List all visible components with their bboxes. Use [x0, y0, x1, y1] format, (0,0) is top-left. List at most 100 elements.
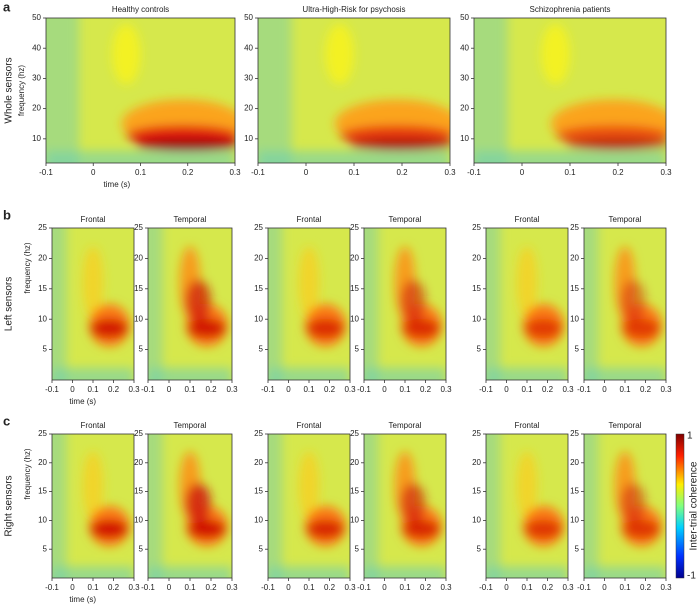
y-tick-label: 15	[472, 284, 481, 293]
heatmap	[258, 18, 450, 163]
y-tick-label: 25	[134, 223, 143, 232]
x-tick-label: 0.2	[612, 168, 624, 177]
y-tick-label: 10	[254, 516, 263, 525]
low-band	[584, 566, 666, 578]
x-tick-label: 0.3	[660, 583, 672, 592]
panel-letter: c	[3, 413, 10, 428]
y-tick-label: 20	[134, 254, 143, 263]
coherence-blob	[622, 318, 660, 339]
baseline-region	[584, 228, 599, 380]
heatmap	[584, 434, 666, 578]
heatmap	[364, 434, 446, 578]
x-tick-label: -0.1	[45, 583, 59, 592]
coherence-blob	[400, 482, 426, 524]
x-tick-label: -0.1	[141, 385, 155, 394]
y-tick-label: 40	[32, 43, 41, 52]
heatmap	[584, 228, 666, 380]
colorbar	[675, 433, 685, 579]
x-tick-label: 0.2	[205, 385, 217, 394]
y-tick-label: 15	[38, 284, 47, 293]
y-tick-label: 15	[134, 487, 143, 496]
coherence-blob	[187, 519, 226, 539]
x-tick-label: -0.1	[577, 385, 591, 394]
y-tick-label: 25	[134, 429, 143, 438]
y-tick-label: 15	[134, 284, 143, 293]
y-tick-label: 25	[472, 429, 481, 438]
low-band	[474, 150, 666, 163]
y-tick-label: 20	[570, 458, 579, 467]
y-axis-label: frequency (hz)	[17, 65, 26, 116]
x-tick-label: 0.3	[128, 583, 140, 592]
heatmap	[148, 434, 232, 578]
y-tick-label: 10	[244, 134, 253, 143]
y-tick-label: 5	[355, 345, 360, 354]
x-tick-label: 0.3	[226, 583, 238, 592]
x-tick-label: -0.1	[357, 583, 371, 592]
heatmap-blobs	[584, 434, 666, 578]
x-tick-label: 0	[167, 583, 172, 592]
heatmap	[268, 434, 350, 578]
x-tick-label: 0.2	[542, 583, 554, 592]
heatmap-blobs	[52, 228, 134, 380]
panel-title: Temporal	[174, 215, 207, 224]
y-tick-label: 5	[139, 544, 144, 553]
x-tick-label: 0.2	[108, 385, 120, 394]
y-tick-label: 15	[350, 284, 359, 293]
coherence-blob	[82, 451, 104, 521]
x-tick-label: 0.3	[128, 385, 140, 394]
heatmap-blobs	[474, 18, 666, 163]
heatmap-blobs	[148, 434, 232, 578]
x-tick-label: 0	[382, 385, 387, 394]
y-tick-label: 5	[575, 544, 580, 553]
y-tick-label: 50	[32, 13, 41, 22]
baseline-region	[364, 434, 379, 578]
x-tick-label: 0.3	[660, 168, 672, 177]
x-tick-label: 0.1	[87, 583, 99, 592]
coherence-blob	[620, 482, 646, 524]
panel-title: Temporal	[389, 421, 422, 430]
coherence-blob	[325, 24, 354, 85]
baseline-region	[584, 434, 599, 578]
y-tick-label: 20	[460, 104, 469, 113]
low-band	[584, 367, 666, 380]
coherence-blob	[306, 318, 344, 339]
heatmap-blobs	[364, 434, 446, 578]
x-tick-label: 0.1	[303, 583, 315, 592]
heatmap	[52, 228, 134, 380]
y-tick-label: 15	[472, 487, 481, 496]
baseline-region	[364, 228, 379, 380]
coherence-blob	[185, 482, 211, 524]
coherence-blob	[135, 138, 235, 151]
heatmap	[46, 18, 235, 163]
x-tick-label: 0.1	[619, 385, 631, 394]
y-tick-label: 10	[134, 516, 143, 525]
y-axis-label: frequency (hz)	[23, 448, 32, 499]
y-tick-label: 5	[477, 345, 482, 354]
y-tick-label: 20	[32, 104, 41, 113]
x-tick-label: 0	[286, 385, 291, 394]
y-tick-label: 5	[43, 544, 48, 553]
y-tick-label: 15	[254, 487, 263, 496]
panel-title: Frontal	[515, 215, 540, 224]
low-band	[268, 566, 350, 578]
y-tick-label: 25	[254, 223, 263, 232]
baseline-region	[46, 18, 80, 163]
y-tick-label: 30	[244, 74, 253, 83]
coherence-blob	[524, 519, 562, 539]
x-tick-label: 0	[504, 385, 509, 394]
coherence-blob	[541, 24, 570, 85]
x-tick-label: -0.1	[251, 168, 265, 177]
row-label: Right sensors	[4, 475, 15, 536]
coherence-blob	[516, 451, 538, 521]
x-axis-label: time (s)	[104, 180, 131, 189]
coherence-blob	[185, 279, 211, 323]
x-tick-label: 0	[382, 583, 387, 592]
y-tick-label: 30	[32, 74, 41, 83]
x-tick-label: 0	[167, 385, 172, 394]
low-band	[148, 367, 232, 380]
low-band	[52, 566, 134, 578]
x-tick-label: 0.2	[640, 385, 652, 394]
low-band	[486, 566, 568, 578]
panel-title: Ultra-High-Risk for psychosis	[302, 5, 405, 14]
